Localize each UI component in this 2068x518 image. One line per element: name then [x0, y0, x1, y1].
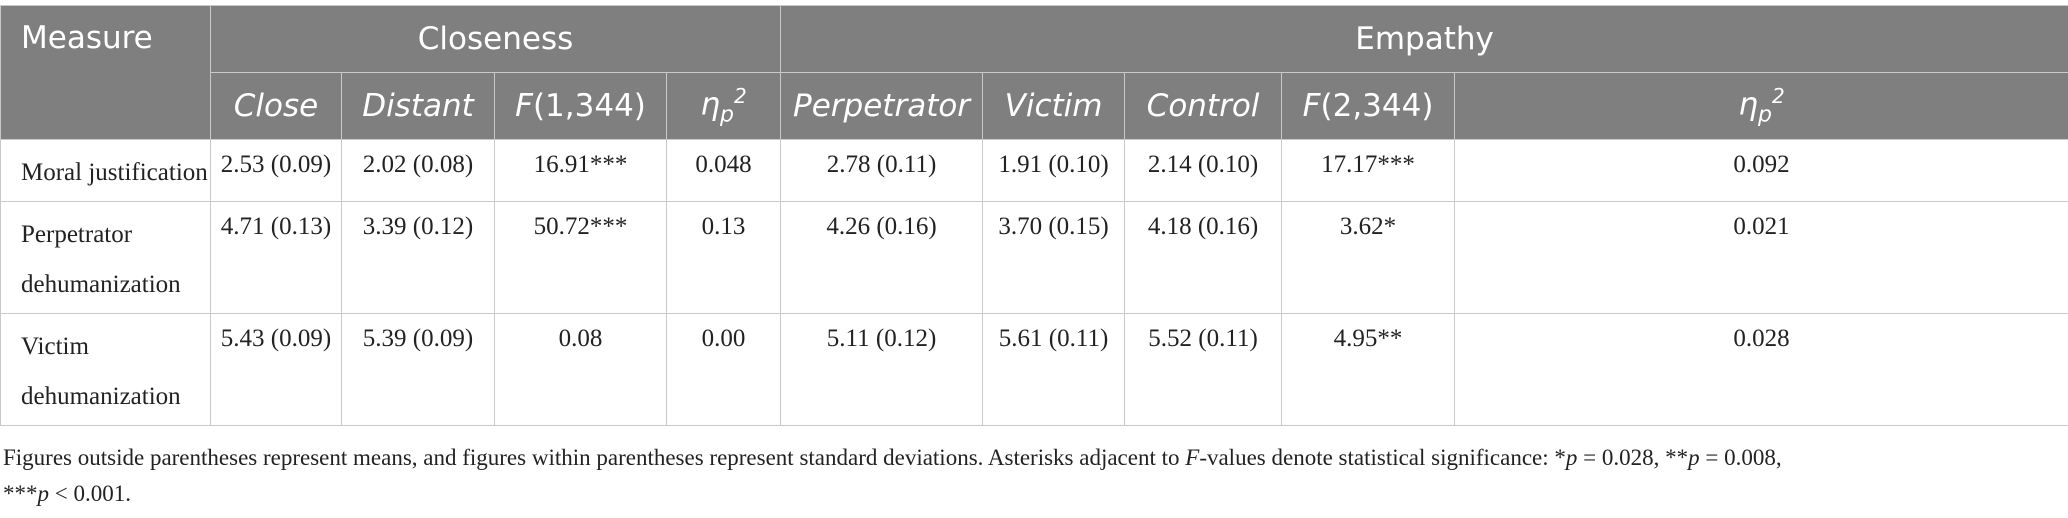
table-row: Victim dehumanization 5.43 (0.09) 5.39 (0… [0, 313, 2068, 426]
eta-superscript: 2 [733, 84, 747, 109]
cell-eta-closeness: 0.13 [665, 201, 782, 314]
table-footnote: Figures outside parentheses represent me… [3, 440, 2063, 512]
col-control: Control [1124, 72, 1283, 140]
col-eta-empathy: ηp2 [1454, 72, 2068, 140]
footnote-p-symbol: p [37, 481, 50, 506]
row-label-line2: dehumanization [21, 271, 181, 298]
footnote-f-symbol: F [1185, 445, 1200, 470]
cell-eta-closeness: 0.00 [665, 313, 782, 426]
footnote-text: = 0.008, [1699, 445, 1782, 470]
row-label: Perpetrator dehumanization [0, 201, 211, 314]
cell-perpetrator: 5.11 (0.12) [780, 313, 984, 426]
row-label-line2: dehumanization [21, 383, 181, 410]
eta-superscript: 2 [1771, 84, 1785, 109]
cell-f-closeness: 16.91*** [494, 139, 667, 202]
cell-f-empathy: 17.17*** [1281, 139, 1456, 202]
table-row: Moral justification 2.53 (0.09) 2.02 (0.… [0, 139, 2068, 202]
cell-perpetrator: 2.78 (0.11) [780, 139, 984, 202]
footnote-text: < 0.001. [49, 481, 131, 506]
measure-header: Measure [0, 5, 211, 140]
footnote-p-symbol: p [1688, 445, 1700, 470]
row-label-line1: Perpetrator [21, 221, 133, 248]
f-letter: F [1302, 88, 1321, 124]
cell-f-closeness: 50.72*** [494, 201, 667, 314]
results-table: Measure Closeness Empathy Close Distant … [0, 5, 2068, 426]
cell-distant: 3.39 (0.12) [341, 201, 495, 314]
row-label: Moral justification [0, 139, 211, 202]
cell-eta-empathy: 0.092 [1454, 139, 2068, 202]
cell-distant: 2.02 (0.08) [341, 139, 495, 202]
cell-perpetrator: 4.26 (0.16) [780, 201, 984, 314]
footnote-text: Figures outside parentheses represent me… [3, 445, 1186, 470]
cell-close: 5.43 (0.09) [210, 313, 342, 426]
eta-symbol: η [1738, 86, 1759, 123]
eta-symbol: η [700, 86, 720, 123]
col-eta-closeness: ηp2 [665, 72, 782, 140]
col-f-closeness: F(1,344) [494, 72, 667, 140]
df-label: (2,344) [1320, 88, 1434, 124]
cell-f-empathy: 4.95** [1281, 313, 1456, 426]
cell-eta-empathy: 0.021 [1454, 201, 2068, 314]
row-label-line1: Victim [21, 333, 89, 360]
col-victim: Victim [982, 72, 1126, 140]
cell-eta-closeness: 0.048 [665, 139, 782, 202]
cell-eta-empathy: 0.028 [1454, 313, 2068, 426]
cell-close: 2.53 (0.09) [210, 139, 342, 202]
cell-control: 5.52 (0.11) [1124, 313, 1283, 426]
cell-control: 4.18 (0.16) [1124, 201, 1283, 314]
col-distant: Distant [341, 72, 495, 140]
table-row: Perpetrator dehumanization 4.71 (0.13) 3.… [0, 201, 2068, 314]
col-perpetrator: Perpetrator [780, 72, 984, 140]
cell-f-closeness: 0.08 [494, 313, 667, 426]
cell-f-empathy: 3.62* [1281, 201, 1456, 314]
cell-distant: 5.39 (0.09) [341, 313, 495, 426]
empathy-group-header: Empathy [780, 5, 2068, 73]
cell-close: 4.71 (0.13) [210, 201, 342, 314]
footnote-text: = 0.028, ** [1577, 445, 1689, 470]
eta-subscript: p [720, 102, 734, 128]
cell-control: 2.14 (0.10) [1124, 139, 1283, 202]
footnote-p-symbol: p [1565, 445, 1578, 470]
cell-victim: 3.70 (0.15) [982, 201, 1126, 314]
closeness-group-header: Closeness [209, 5, 782, 73]
row-label: Victim dehumanization [0, 313, 211, 426]
col-f-empathy: F(2,344) [1281, 72, 1456, 140]
footnote-text: *** [3, 481, 38, 506]
eta-subscript: p [1758, 102, 1772, 128]
footnote-text: -values denote statistical significance:… [1199, 445, 1566, 470]
cell-victim: 1.91 (0.10) [982, 139, 1126, 202]
df-label: (1,344) [532, 88, 646, 124]
col-close: Close [210, 72, 342, 140]
header-subcolumn-row: Close Distant F(1,344) ηp2 Perpetrator V… [1, 72, 2068, 140]
f-letter: F [515, 88, 533, 124]
header-group-row: Measure Closeness Empathy [0, 5, 2068, 140]
cell-victim: 5.61 (0.11) [982, 313, 1126, 426]
